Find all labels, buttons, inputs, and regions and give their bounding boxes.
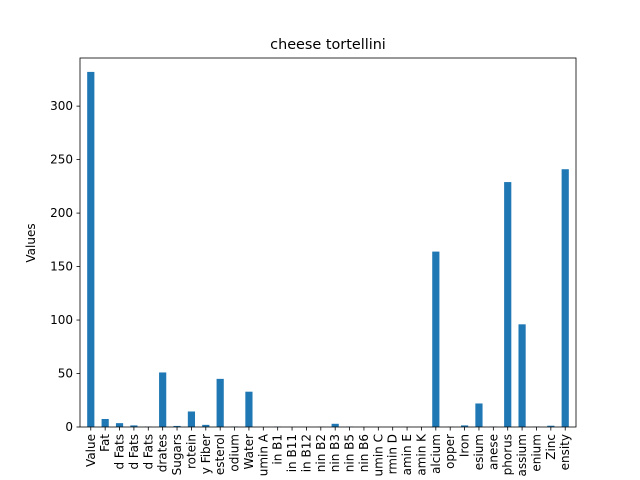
bar-0: [87, 71, 95, 428]
x-tick-label: rotein: [184, 434, 198, 469]
x-tick-label: esterol: [213, 434, 227, 475]
bar-26: [460, 425, 469, 427]
y-tick-label: 0: [65, 420, 73, 434]
x-tick-label: ensity: [558, 434, 572, 470]
y-tick-label: 50: [58, 367, 73, 381]
bar-6: [173, 425, 181, 427]
bar-3: [130, 425, 138, 427]
y-axis-title: Values: [24, 223, 38, 262]
bar-7: [187, 411, 196, 427]
bar-5: [159, 372, 167, 427]
bar-30: [518, 324, 526, 427]
x-tick-label: odium: [228, 434, 242, 472]
x-tick-label: esium: [472, 434, 486, 470]
x-tick-label: umin C: [371, 434, 385, 476]
x-tick-label: in B11: [285, 434, 299, 472]
y-axis-ticks: 0 50 100 150 200 250 300: [50, 99, 80, 434]
bar-1: [101, 418, 109, 427]
x-tick-label: umin A: [256, 433, 270, 476]
x-tick-label: nin B3: [328, 434, 342, 472]
y-tick-label: 100: [50, 313, 73, 327]
bar-24: [432, 251, 440, 427]
x-tick-label: Fat: [98, 434, 112, 452]
x-tick-label: nin B2: [314, 434, 328, 472]
plot-frame: [79, 57, 577, 428]
y-tick-label: 150: [50, 260, 73, 274]
y-tick-label: 200: [50, 206, 73, 220]
x-tick-label: in B12: [299, 434, 313, 472]
bar-11: [245, 391, 253, 427]
bar-27: [475, 403, 483, 427]
bar-32: [547, 425, 555, 427]
x-tick-label: d Fats: [127, 434, 141, 470]
x-tick-label: alcium: [429, 434, 443, 474]
bar-8: [202, 424, 210, 427]
x-tick-label: in B1: [271, 434, 285, 465]
x-axis-ticks: Value Fat d Fats d Fats d Fats drates Sugars ro…: [84, 427, 572, 477]
x-tick-label: amin K: [414, 433, 428, 476]
x-tick-label: Iron: [458, 434, 472, 457]
y-tick-label: 250: [50, 153, 73, 167]
x-tick-label: nin B6: [357, 434, 371, 472]
x-tick-label: drates: [156, 434, 170, 472]
bar-17: [331, 423, 339, 427]
bars-group: [87, 71, 569, 428]
bar-2: [115, 423, 124, 427]
chart-title: cheese tortellini: [270, 37, 386, 53]
x-tick-label: d Fats: [113, 434, 127, 470]
x-tick-label: anese: [486, 434, 500, 470]
x-tick-label: opper: [443, 434, 457, 469]
bar-33: [561, 169, 569, 428]
x-tick-label: assium: [515, 434, 529, 477]
x-tick-label: Value: [84, 434, 98, 467]
x-tick-label: Sugars: [170, 434, 184, 475]
x-tick-label: d Fats: [141, 434, 155, 470]
x-tick-label: amin E: [400, 434, 414, 475]
bar-29: [504, 182, 512, 427]
bar-9: [216, 378, 224, 427]
x-tick-label: rmin D: [386, 434, 400, 474]
x-tick-label: nin B5: [343, 434, 357, 472]
x-tick-label: phorus: [501, 434, 515, 475]
x-tick-label: enium: [529, 434, 543, 472]
y-tick-label: 300: [50, 99, 73, 113]
x-tick-label: Water: [242, 434, 256, 470]
x-tick-label: y Fiber: [199, 434, 213, 474]
x-tick-label: Zinc: [544, 434, 558, 460]
